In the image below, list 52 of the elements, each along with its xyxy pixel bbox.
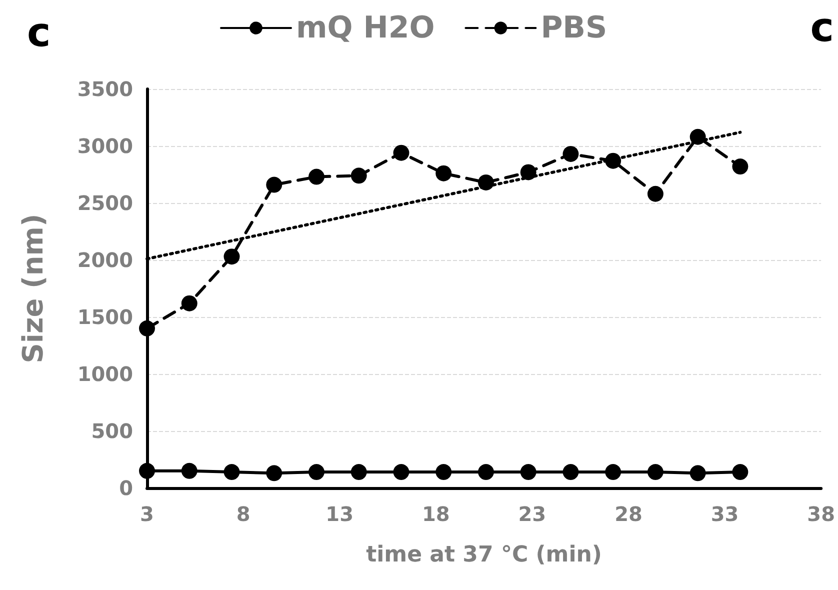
x-tick-label: 23 <box>518 502 546 526</box>
point <box>181 462 198 479</box>
point <box>690 128 706 145</box>
point <box>520 164 536 180</box>
x-tick-label: 13 <box>326 502 354 526</box>
point <box>350 464 367 480</box>
point <box>732 464 748 480</box>
point <box>732 158 748 175</box>
y-tick-label: 3000 <box>77 134 133 158</box>
point <box>478 174 494 190</box>
x-tick-label: 18 <box>422 502 450 526</box>
point <box>393 144 410 161</box>
legend-label: PBS <box>540 10 608 46</box>
point <box>181 295 198 312</box>
x-tick-label: 28 <box>614 502 642 526</box>
legend-label: mQ H2O <box>296 10 435 46</box>
point <box>647 464 664 480</box>
point <box>436 464 452 480</box>
point <box>139 320 155 336</box>
x-tick-label: 8 <box>236 502 250 526</box>
point <box>605 464 622 480</box>
point <box>478 464 494 480</box>
chart-title: c <box>27 10 51 56</box>
y-tick-label: 1500 <box>77 305 133 329</box>
point <box>350 168 367 184</box>
x-tick-label: 38 <box>807 502 836 526</box>
point <box>562 146 579 162</box>
point <box>393 464 410 480</box>
point <box>308 168 324 185</box>
x-tick-label: 3 <box>140 502 154 526</box>
x-tick-label: 33 <box>710 502 739 526</box>
point <box>308 464 324 480</box>
text: c <box>810 5 834 51</box>
x-axis-title: time at 37 °C (min) <box>366 542 602 568</box>
point <box>266 176 282 193</box>
y-tick-label: 500 <box>91 419 133 443</box>
y-axis-title: Size (nm) <box>16 214 50 364</box>
point <box>436 165 452 182</box>
y-tick-label: 0 <box>119 476 133 500</box>
point <box>690 465 706 482</box>
y-tick-label: 2500 <box>77 191 133 215</box>
y-tick-label: 2000 <box>77 248 133 272</box>
point <box>520 464 536 480</box>
point <box>224 248 240 265</box>
point <box>139 462 155 479</box>
point <box>562 464 579 480</box>
point <box>224 464 240 480</box>
point <box>266 465 282 482</box>
point <box>605 152 622 169</box>
y-tick-label: 1000 <box>77 362 133 386</box>
point <box>647 186 664 202</box>
y-tick-label: 3500 <box>77 77 133 101</box>
